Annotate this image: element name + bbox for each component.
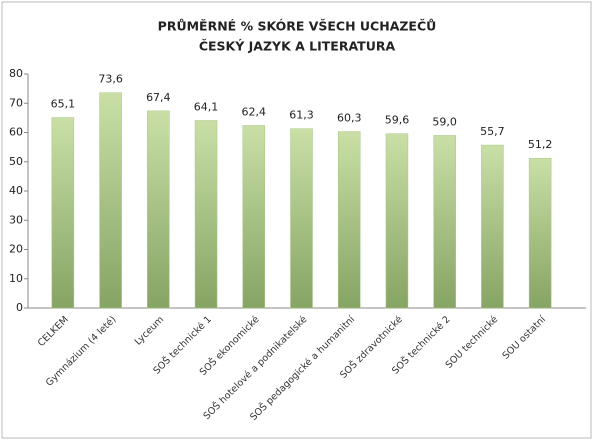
data-label: 51,2 (528, 138, 553, 151)
data-label: 73,6 (98, 73, 123, 86)
bar (147, 110, 170, 309)
data-label: 62,4 (242, 105, 267, 118)
data-label: 61,3 (289, 109, 314, 122)
data-label: 59,0 (432, 115, 457, 128)
data-label: 64,1 (194, 101, 219, 114)
y-tick-label: 70 (9, 96, 23, 109)
bar (385, 133, 409, 309)
y-tick-label: 20 (9, 243, 23, 256)
bar (433, 135, 456, 309)
bar (194, 120, 218, 309)
y-tick-label: 10 (9, 272, 23, 285)
y-tick-label: 60 (9, 126, 23, 139)
bar (99, 92, 122, 309)
data-label: 55,7 (480, 125, 505, 138)
bar (481, 144, 504, 309)
y-tick-label: 50 (9, 155, 23, 168)
bar (242, 125, 266, 309)
y-tick-label: 80 (9, 67, 23, 80)
bar (528, 157, 552, 309)
y-tick-label: 30 (9, 213, 23, 226)
chart-title: PRŮMĚRNÉ % SKÓRE VŠECH UCHAZEČŮ (158, 19, 437, 34)
bar (290, 128, 313, 309)
data-label: 60,3 (337, 112, 362, 125)
data-label: 59,6 (385, 114, 410, 127)
y-tick-label: 40 (9, 184, 23, 197)
y-tick-label: 0 (16, 301, 23, 314)
data-label: 65,1 (51, 98, 76, 111)
chart-subtitle: ČESKÝ JAZYK A LITERATURA (199, 39, 396, 54)
data-label: 67,4 (146, 91, 171, 104)
bar (337, 131, 361, 309)
bar (51, 117, 75, 309)
